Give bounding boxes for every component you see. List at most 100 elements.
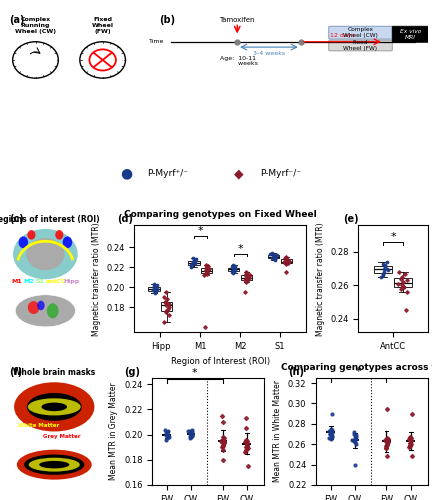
Text: (b): (b) bbox=[159, 15, 175, 25]
Point bbox=[189, 260, 196, 268]
Point bbox=[384, 441, 391, 449]
Point bbox=[165, 433, 172, 441]
Point bbox=[151, 280, 158, 288]
Point bbox=[284, 255, 291, 263]
Point bbox=[244, 442, 251, 450]
Point bbox=[203, 266, 210, 274]
Point bbox=[219, 442, 226, 450]
Point bbox=[329, 433, 336, 441]
Point bbox=[377, 273, 384, 281]
Point bbox=[203, 270, 210, 278]
Point bbox=[242, 272, 249, 280]
Point bbox=[163, 428, 170, 436]
Point bbox=[407, 433, 414, 441]
Point bbox=[242, 446, 249, 454]
Ellipse shape bbox=[26, 238, 64, 270]
Ellipse shape bbox=[17, 450, 92, 480]
Y-axis label: Mean MTR in Grey Matter: Mean MTR in Grey Matter bbox=[109, 382, 118, 480]
Point bbox=[219, 418, 226, 426]
Point bbox=[164, 432, 171, 440]
PathPatch shape bbox=[201, 268, 212, 274]
Ellipse shape bbox=[55, 230, 64, 239]
Point bbox=[201, 323, 208, 331]
Point bbox=[350, 430, 357, 438]
Point bbox=[408, 434, 415, 442]
Point bbox=[382, 436, 389, 444]
Text: *: * bbox=[356, 367, 362, 377]
Point bbox=[283, 260, 290, 268]
Ellipse shape bbox=[47, 304, 59, 318]
Point bbox=[407, 439, 413, 447]
Point bbox=[165, 303, 172, 311]
Point bbox=[189, 426, 196, 434]
Point bbox=[383, 434, 390, 442]
Point bbox=[220, 436, 227, 444]
Point bbox=[218, 437, 225, 445]
Point bbox=[189, 262, 196, 270]
Point bbox=[221, 438, 228, 446]
Point bbox=[271, 255, 278, 263]
Text: M2: M2 bbox=[23, 279, 34, 284]
Point bbox=[328, 435, 335, 443]
Point bbox=[150, 284, 157, 292]
Point bbox=[403, 306, 410, 314]
Point bbox=[384, 258, 391, 266]
Point bbox=[206, 265, 213, 273]
Point bbox=[380, 264, 387, 272]
Point bbox=[242, 276, 249, 284]
Ellipse shape bbox=[19, 236, 28, 248]
Point bbox=[407, 435, 414, 443]
Point bbox=[381, 263, 388, 271]
PathPatch shape bbox=[394, 278, 412, 287]
Point bbox=[401, 270, 408, 278]
Point bbox=[243, 438, 250, 446]
Point bbox=[398, 282, 405, 290]
Point bbox=[203, 261, 210, 269]
Text: *: * bbox=[192, 368, 197, 378]
Point bbox=[185, 427, 192, 435]
Point bbox=[203, 263, 210, 271]
Text: Complex
Running
Wheel (CW): Complex Running Wheel (CW) bbox=[15, 17, 56, 34]
Text: (c): (c) bbox=[9, 214, 23, 224]
Point bbox=[244, 440, 251, 448]
Text: (a): (a) bbox=[9, 15, 24, 25]
Point bbox=[204, 262, 211, 270]
Point bbox=[400, 283, 407, 291]
Point bbox=[270, 251, 277, 259]
Text: 12 days: 12 days bbox=[330, 33, 355, 38]
Point bbox=[350, 437, 357, 445]
Point bbox=[406, 444, 413, 452]
PathPatch shape bbox=[161, 302, 172, 311]
Ellipse shape bbox=[39, 461, 69, 468]
Point bbox=[191, 257, 197, 265]
Point bbox=[191, 256, 198, 264]
Point bbox=[193, 255, 200, 263]
Point bbox=[229, 263, 236, 271]
Point bbox=[188, 433, 195, 441]
Point bbox=[326, 430, 333, 438]
Point bbox=[188, 263, 195, 271]
Point bbox=[188, 428, 195, 436]
Text: ●: ● bbox=[120, 166, 132, 180]
Point bbox=[229, 267, 235, 275]
Text: 3-4 weeks: 3-4 weeks bbox=[253, 51, 285, 56]
Point bbox=[243, 275, 250, 283]
Point bbox=[384, 438, 391, 446]
Point bbox=[165, 432, 172, 440]
Ellipse shape bbox=[28, 301, 39, 314]
Point bbox=[162, 301, 169, 309]
Point bbox=[407, 441, 413, 449]
Point bbox=[162, 430, 169, 438]
Point bbox=[188, 430, 195, 438]
Point bbox=[231, 264, 238, 272]
Point bbox=[189, 254, 196, 262]
Point bbox=[352, 432, 359, 440]
Point bbox=[166, 300, 173, 308]
Point bbox=[407, 436, 413, 444]
Point bbox=[243, 268, 250, 276]
Ellipse shape bbox=[28, 398, 81, 415]
Point bbox=[187, 261, 194, 269]
Point bbox=[160, 318, 167, 326]
Point bbox=[280, 258, 287, 266]
Point bbox=[398, 273, 405, 281]
